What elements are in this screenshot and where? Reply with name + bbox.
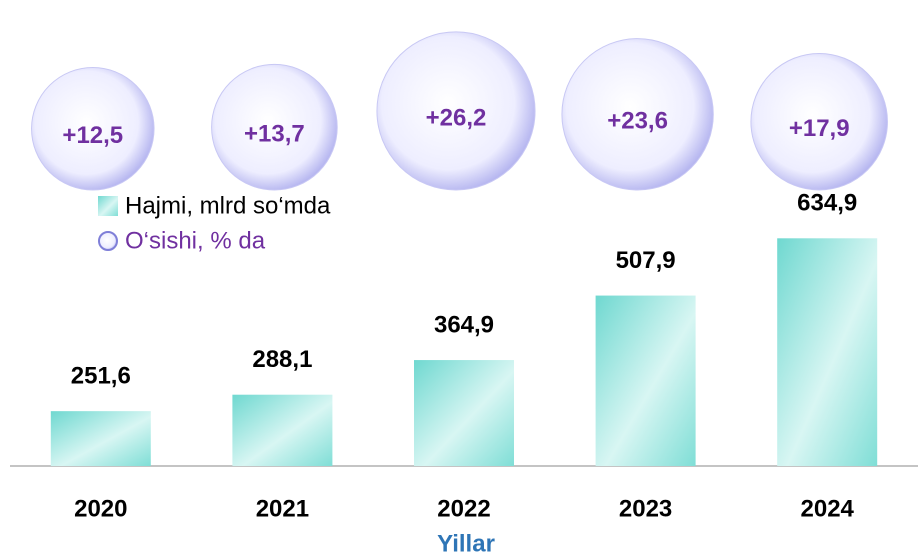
- bar: [232, 394, 333, 466]
- bubble: [31, 67, 155, 191]
- data-label: 364,9: [434, 311, 494, 338]
- data-label: +12,5: [62, 122, 123, 149]
- x-tick-label: 2024: [801, 495, 855, 522]
- data-label: +13,7: [244, 121, 305, 148]
- bar: [414, 360, 514, 466]
- x-tick-label: 2021: [256, 495, 309, 522]
- x-axis-label: Yillar: [437, 530, 495, 557]
- legend-swatch: [98, 196, 118, 216]
- data-label: +17,9: [789, 115, 850, 142]
- bar: [777, 238, 878, 466]
- bubble: [750, 52, 888, 191]
- legend-swatch: [98, 231, 118, 251]
- bar: [50, 411, 151, 466]
- bar: [595, 295, 696, 466]
- data-label: 251,6: [71, 363, 131, 390]
- legend-label: O‘sishi, % da: [125, 227, 266, 254]
- x-tick-label: 2020: [74, 495, 127, 522]
- bubble: [376, 31, 536, 191]
- data-label: +23,6: [607, 108, 668, 135]
- x-tick-label: 2022: [437, 495, 490, 522]
- bubble: [211, 63, 338, 191]
- data-label: 634,9: [797, 190, 857, 217]
- data-label: 288,1: [252, 346, 312, 373]
- x-tick-label: 2023: [619, 495, 672, 522]
- data-label: 507,9: [616, 247, 676, 274]
- legend-label: Hajmi, mlrd so‘mda: [125, 192, 331, 219]
- bubble: [561, 38, 714, 191]
- data-label: +26,2: [426, 104, 487, 131]
